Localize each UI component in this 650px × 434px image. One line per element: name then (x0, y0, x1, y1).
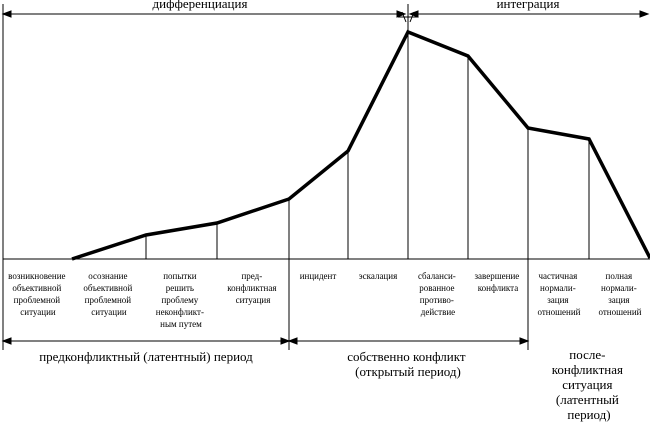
stage-labels: возникновение объективной проблемной сит… (8, 271, 642, 329)
differentiation-arrow-left-head (1, 10, 12, 18)
stage-label-0: возникновение объективной проблемной сит… (8, 271, 68, 317)
period-arrow-pre-left-head (1, 337, 12, 345)
conflict-curve (71, 29, 650, 261)
phase-label-integration: интеграция (497, 0, 560, 11)
stage-label-9: полная нормали- зация отношений (598, 271, 641, 317)
integration-arrow-left-head (408, 10, 419, 18)
period-arrows (1, 337, 530, 345)
integration-arrow-right-head (639, 10, 650, 18)
stage-label-7: завершение конфликта (474, 271, 521, 293)
stage-label-1: осознание объективной проблемной ситуаци… (83, 271, 134, 317)
stage-label-8: частичная нормали- зация отношений (537, 271, 580, 317)
period-arrow-open-left-head (287, 337, 298, 345)
stage-label-6: сбаланси- рованное противо- действие (418, 271, 458, 317)
peak-marker (398, 11, 418, 23)
stage-label-5: эскалация (359, 271, 397, 281)
stage-label-4: инцидент (300, 271, 337, 281)
period-arrow-pre-right-head (280, 337, 291, 345)
period-label-pre: предконфликтный (латентный) период (39, 349, 253, 364)
stage-label-3: пред- конфликтная ситуация (227, 271, 279, 305)
phase-arrows (1, 10, 650, 18)
period-arrow-open-right-head (519, 337, 530, 345)
stage-label-2: попытки решить проблему неконфликт- ным … (156, 271, 206, 329)
differentiation-arrow-right-head (396, 10, 407, 18)
period-label-open: собственно конфликт (открытый период) (347, 349, 469, 379)
stage-dividers (145, 4, 590, 350)
period-label-post: после- конфликтная ситуация (латентный п… (552, 347, 626, 422)
phase-label-differentiation: дифференциация (153, 0, 248, 11)
